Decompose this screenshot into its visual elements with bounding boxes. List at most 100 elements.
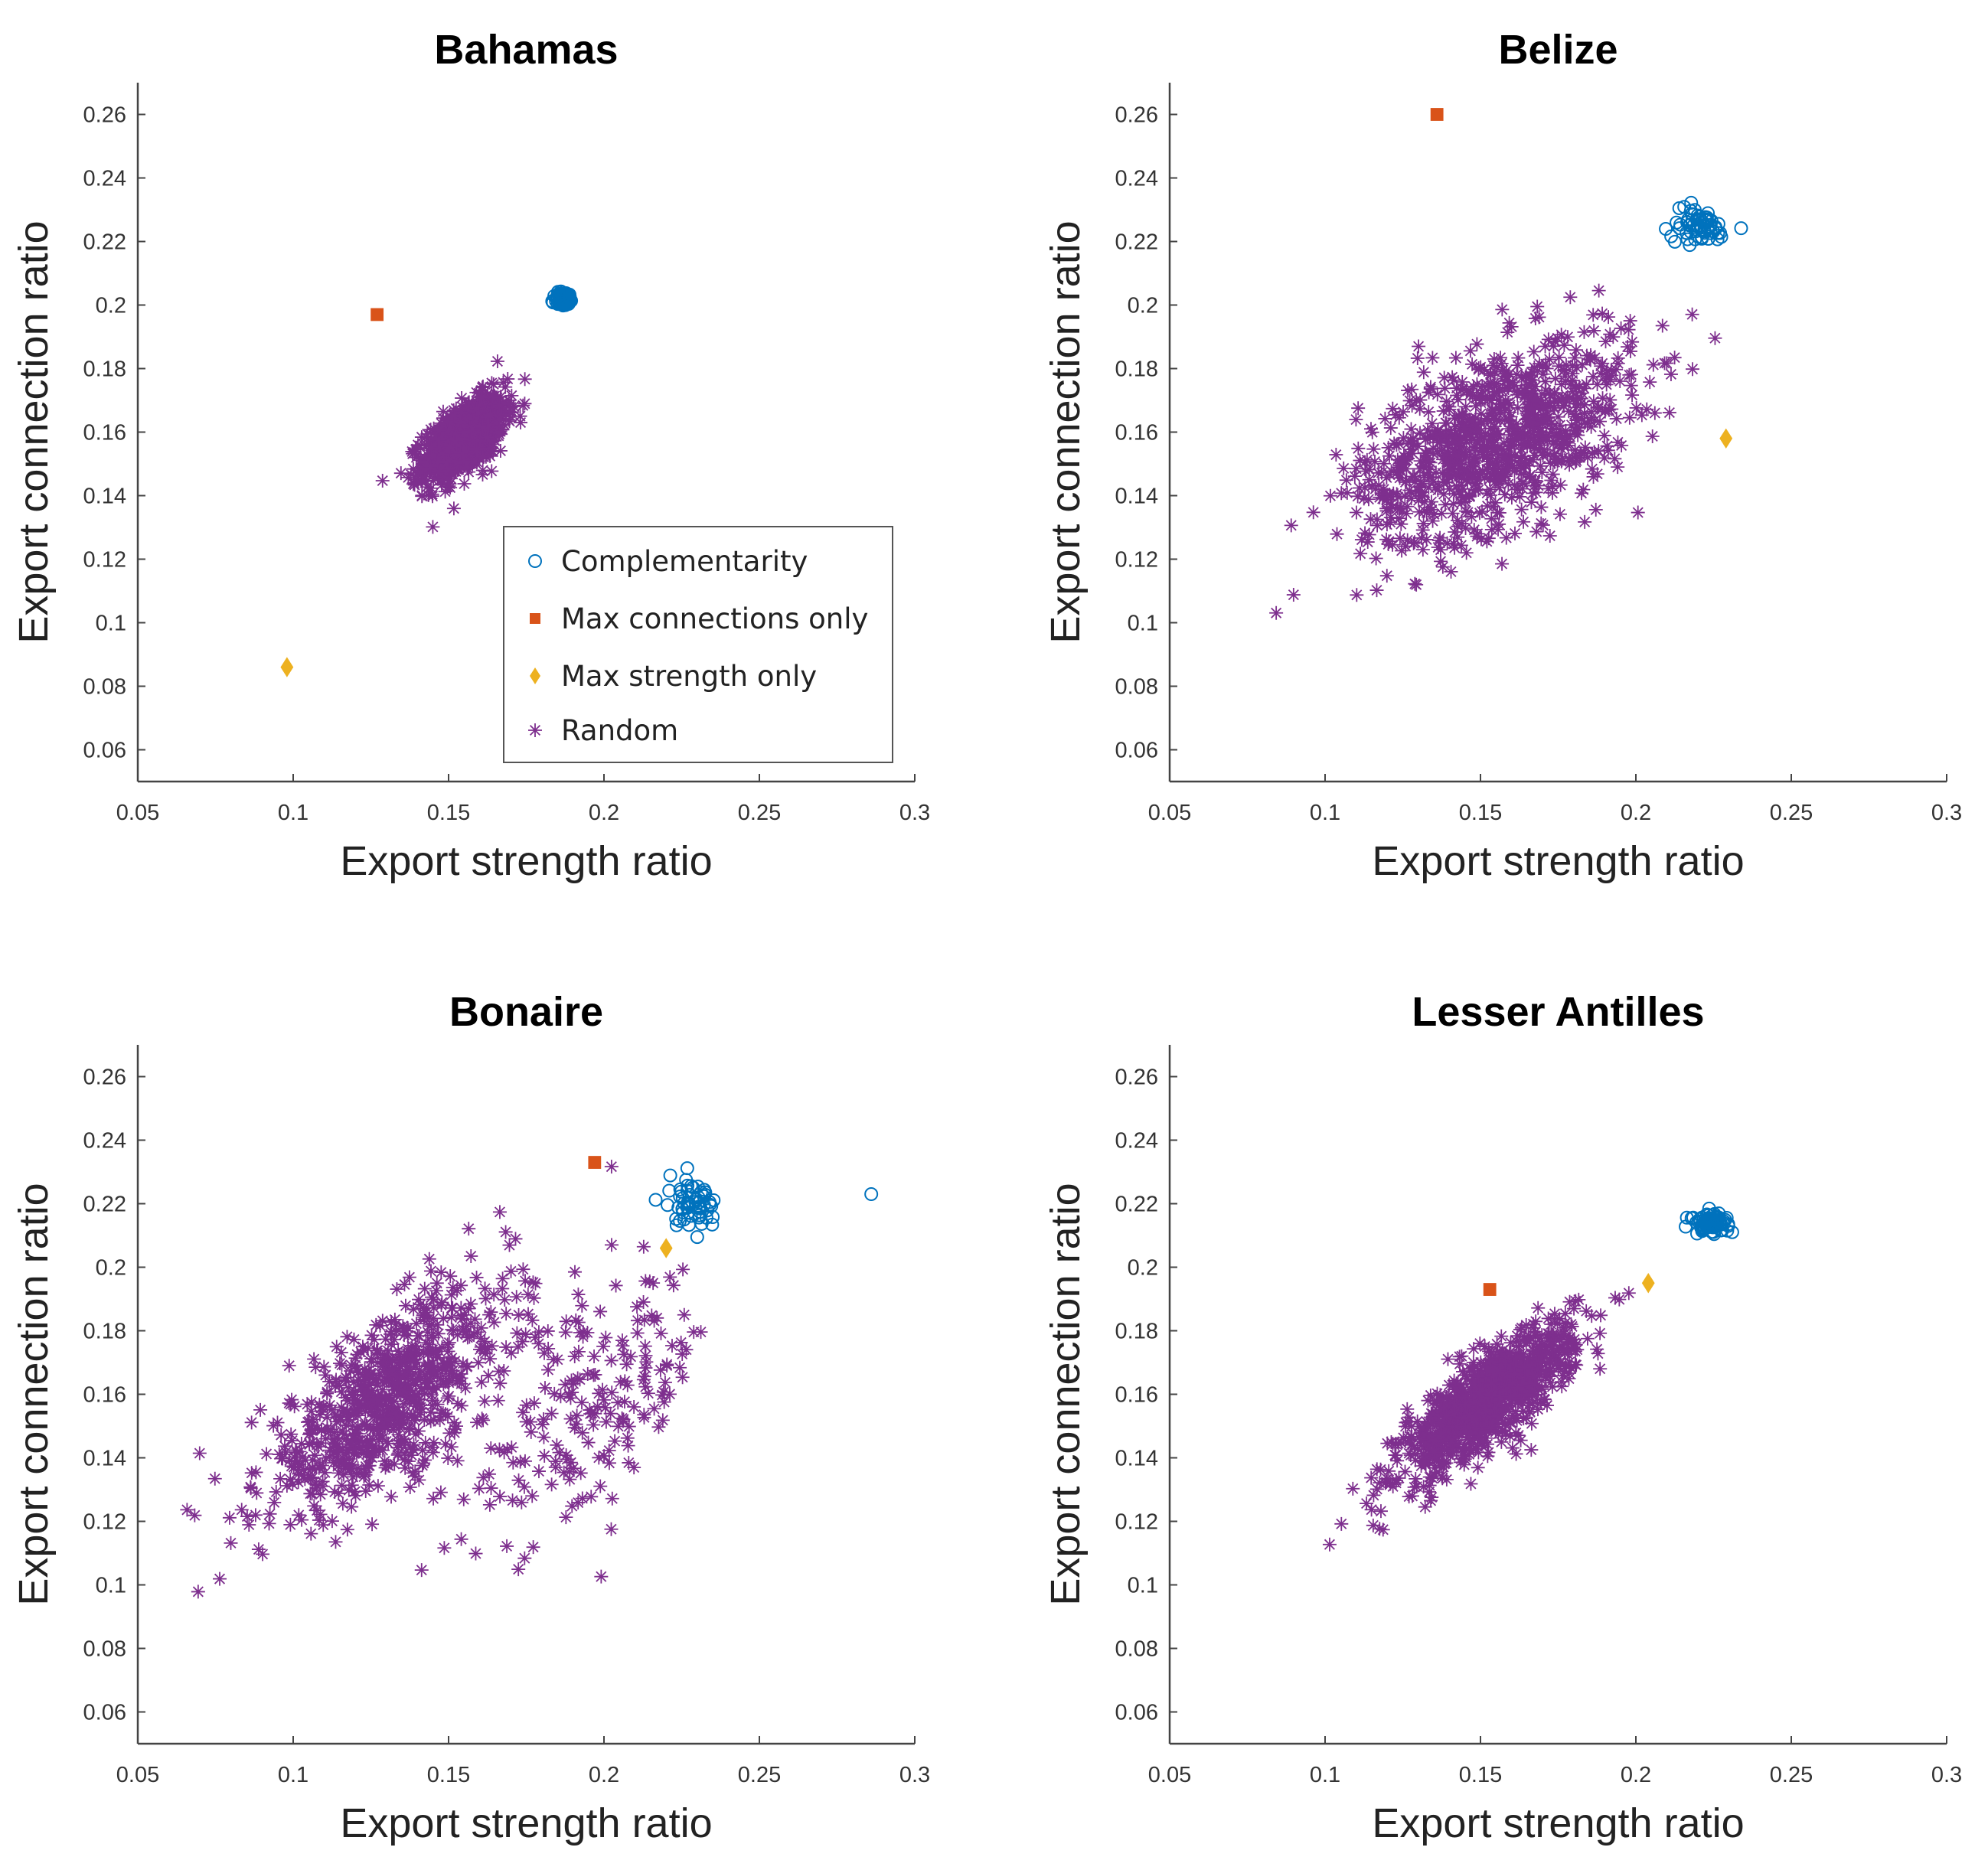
random-point: [411, 475, 426, 490]
random-point: [426, 1491, 441, 1506]
x-tick-label: 0.1: [278, 1763, 308, 1787]
random-point: [594, 1569, 609, 1584]
random-point: [1510, 1394, 1525, 1408]
random-point: [1586, 370, 1601, 384]
random-point: [461, 452, 475, 466]
random-point: [666, 1278, 681, 1293]
random-point: [1517, 1372, 1532, 1387]
random-point: [393, 1367, 408, 1382]
random-point: [588, 1406, 602, 1421]
random-point: [1435, 506, 1449, 521]
random-point: [1474, 406, 1488, 421]
random-point: [528, 1330, 543, 1344]
random-point: [1463, 387, 1477, 402]
random-point: [1361, 492, 1376, 507]
random-point: [1590, 400, 1604, 415]
random-point: [593, 1479, 608, 1493]
random-point: [283, 1472, 298, 1487]
random-point: [1567, 1332, 1582, 1346]
random-point: [456, 1322, 471, 1336]
random-point: [442, 434, 456, 449]
random-point: [1528, 379, 1542, 393]
random-point: [605, 1491, 619, 1506]
random-point: [1498, 1402, 1513, 1416]
random-point: [1510, 367, 1524, 382]
random-point: [426, 1440, 440, 1454]
random-point: [1502, 452, 1516, 467]
random-point: [301, 1415, 315, 1429]
random-point: [417, 1386, 432, 1401]
random-point: [1511, 1428, 1526, 1443]
random-point: [375, 1399, 390, 1414]
random-point: [1522, 1398, 1536, 1413]
random-point: [385, 1363, 400, 1377]
random-point: [495, 408, 509, 423]
random-point: [423, 1414, 438, 1428]
random-point: [1494, 356, 1509, 370]
random-point: [1562, 451, 1576, 465]
random-point: [1386, 537, 1400, 552]
random-point: [1509, 1447, 1523, 1461]
random-point: [1422, 385, 1436, 400]
random-point: [471, 433, 485, 448]
random-point: [604, 1353, 619, 1368]
y-tick-label: 0.16: [1115, 1383, 1158, 1408]
random-point: [1414, 1432, 1428, 1447]
random-point: [1555, 1375, 1569, 1389]
random-point: [1525, 1389, 1539, 1403]
random-point: [1491, 401, 1506, 416]
random-point: [318, 1465, 332, 1480]
random-point: [1337, 461, 1351, 475]
random-point: [1439, 394, 1454, 409]
random-point: [305, 1471, 319, 1486]
random-point: [1392, 511, 1406, 526]
random-point: [1553, 478, 1568, 492]
random-point: [1364, 1470, 1379, 1485]
random-point: [393, 1355, 407, 1369]
random-point: [1414, 530, 1428, 545]
random-point: [441, 423, 455, 437]
random-point: [1426, 474, 1441, 488]
random-point: [1447, 426, 1461, 441]
random-point: [1578, 397, 1592, 412]
random-point: [573, 1372, 587, 1387]
random-point: [340, 1330, 354, 1344]
random-point: [1480, 392, 1495, 406]
random-point: [464, 1316, 478, 1330]
random-point: [1490, 505, 1505, 520]
random-point: [330, 1431, 344, 1445]
random-point: [416, 1345, 430, 1359]
complementarity-point: [692, 1208, 707, 1222]
y-tick-label: 0.26: [1115, 1066, 1158, 1090]
random-point: [474, 1340, 488, 1354]
random-point: [381, 1408, 396, 1423]
random-point: [354, 1379, 369, 1394]
random-point: [653, 1363, 668, 1377]
random-point: [488, 425, 503, 439]
y-tick-label: 0.06: [83, 1701, 126, 1725]
complementarity-point: [661, 1198, 675, 1212]
random-point: [1402, 483, 1417, 498]
random-point: [1501, 381, 1516, 396]
complementarity-point: [1706, 1225, 1721, 1239]
random-point: [1480, 1360, 1495, 1375]
random-point: [487, 417, 501, 432]
random-point: [345, 1419, 360, 1434]
random-point: [454, 1301, 468, 1315]
random-point: [1590, 377, 1604, 391]
random-point: [337, 1467, 351, 1482]
random-point: [1434, 443, 1448, 458]
random-point: [1488, 495, 1503, 510]
random-point: [1466, 379, 1480, 393]
random-point: [1418, 1449, 1432, 1464]
random-point: [433, 442, 447, 457]
random-point: [312, 1398, 327, 1412]
random-point: [1360, 452, 1374, 467]
random-point: [1613, 374, 1627, 389]
random-point: [430, 1397, 445, 1412]
random-point: [371, 1393, 386, 1408]
random-point: [1408, 576, 1422, 591]
random-point: [1472, 426, 1487, 440]
random-point: [1480, 1449, 1495, 1464]
random-point: [1474, 532, 1488, 547]
